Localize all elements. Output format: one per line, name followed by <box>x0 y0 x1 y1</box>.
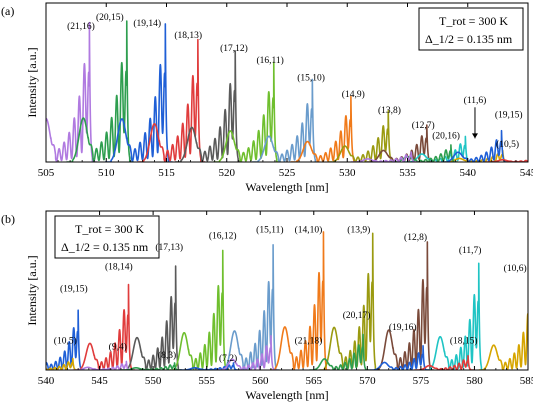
x-tick-label: 505 <box>38 167 55 179</box>
spectrum-line <box>478 313 528 370</box>
band-label: (18,15) <box>450 335 478 346</box>
x-axis-label: Wavelength [nm] <box>245 180 328 194</box>
x-tick-label: 525 <box>279 167 296 179</box>
x-tick-label: 580 <box>466 375 483 387</box>
spectrum-line <box>373 241 435 370</box>
spectrum-line <box>318 232 380 370</box>
legend-temperature: T_rot = 300 K <box>75 222 144 236</box>
pointer-arrow-head <box>471 133 478 139</box>
band-label: (11,7) <box>459 245 482 256</box>
band-label: (14,9) <box>342 89 365 100</box>
band-label: (10,6) <box>504 263 527 274</box>
x-tick-label: 565 <box>306 375 323 387</box>
spectrum-line <box>72 360 134 370</box>
spectrum-line <box>212 61 282 162</box>
spectrum-line <box>440 129 510 162</box>
band-label: (21,16) <box>67 21 95 32</box>
legend-width: Δ_1/2 = 0.135 nm <box>61 240 149 254</box>
band-label: (19,15) <box>495 110 523 121</box>
band-label: (8,3) <box>158 350 176 361</box>
spectrum-line <box>218 243 281 370</box>
x-tick-label: 515 <box>158 167 175 179</box>
band-label: (19,16) <box>389 322 417 333</box>
legend-width: Δ_1/2 = 0.135 nm <box>425 32 513 46</box>
band-label: (15,11) <box>256 224 283 235</box>
x-tick-label: 535 <box>399 167 416 179</box>
spectrum-line <box>65 20 135 162</box>
x-tick-label: 575 <box>413 375 430 387</box>
band-label: (15,10) <box>297 73 325 84</box>
spectrum-line <box>120 362 182 370</box>
band-label: (10,5) <box>496 139 519 150</box>
band-label: (13,9) <box>347 224 370 235</box>
band-label: (16,11) <box>256 55 283 66</box>
band-label: (14,10) <box>295 224 323 235</box>
x-axis-label: Wavelength [nm] <box>245 388 328 402</box>
band-label: (17,12) <box>220 43 248 54</box>
legend-temperature: T_rot = 300 K <box>439 14 508 28</box>
x-tick-label: 520 <box>219 167 236 179</box>
spectrum-line <box>485 158 528 162</box>
spectrum-line <box>174 50 244 162</box>
band-label: (19,15) <box>60 284 88 295</box>
x-tick-label: 545 <box>520 167 533 179</box>
spectrum-line <box>121 265 183 370</box>
spectrum-line <box>168 249 230 370</box>
spectrum-line <box>136 38 206 162</box>
x-tick-label: 540 <box>460 167 477 179</box>
band-label: (20,15) <box>96 12 124 23</box>
band-label: (20,17) <box>343 310 371 321</box>
band-label: (19,14) <box>133 18 161 29</box>
band-label: (16,12) <box>209 230 237 241</box>
y-axis-label: Intensity [a.u.] <box>25 255 39 325</box>
panel-label: (b) <box>1 212 15 226</box>
legend-box <box>418 7 524 51</box>
spectrum-line <box>179 362 241 370</box>
spectrum-line <box>327 109 397 162</box>
spectrum-line <box>74 283 136 370</box>
spectrum-line <box>289 95 359 162</box>
x-tick-label: 560 <box>252 375 269 387</box>
spectrum-line <box>269 231 331 370</box>
spectrum-line <box>216 335 279 370</box>
series-group <box>46 20 528 162</box>
band-label: (20,16) <box>432 130 460 141</box>
x-tick-label: 510 <box>98 167 115 179</box>
spectrum-line <box>46 21 98 162</box>
spectrum-line <box>413 354 476 370</box>
x-tick-label: 555 <box>198 375 215 387</box>
legend-box <box>54 215 160 259</box>
x-tick-label: 545 <box>91 375 108 387</box>
band-label: (11,6) <box>464 95 487 106</box>
x-tick-label: 540 <box>38 375 55 387</box>
spectrum-line <box>350 151 420 162</box>
band-label: (12,8) <box>404 232 427 243</box>
plot-frame <box>45 210 529 371</box>
band-label: (9,4) <box>109 341 127 352</box>
spectrum-line <box>46 309 86 370</box>
spectrum-line <box>46 357 80 370</box>
x-tick-label: 530 <box>339 167 356 179</box>
band-label: (21,18) <box>295 335 323 346</box>
spectrum-line <box>104 23 174 162</box>
panel-b: 540 545 550 555 560 565 570 575 580 585 Wavelength… <box>1 210 533 402</box>
band-label: (13,8) <box>378 105 401 116</box>
band-label: (7,2) <box>219 353 237 364</box>
panel-label: (a) <box>1 4 14 18</box>
x-tick-label: 550 <box>145 375 162 387</box>
spectrum-line <box>308 333 371 370</box>
y-axis-label: Intensity [a.u.] <box>25 47 39 117</box>
band-label: (18,13) <box>174 30 202 41</box>
band-label: (12,7) <box>412 120 435 131</box>
band-label: (10,5) <box>54 335 77 346</box>
spectrum-line <box>424 262 486 370</box>
band-label: (17,13) <box>155 242 183 253</box>
x-tick-label: 585 <box>520 375 533 387</box>
band-label: (18,14) <box>105 261 133 272</box>
spectrum-line <box>251 78 321 162</box>
x-tick-label: 570 <box>359 375 376 387</box>
panel-a: 505 510 515 520 525 530 535 540 545 Wavelength [n… <box>1 2 533 194</box>
